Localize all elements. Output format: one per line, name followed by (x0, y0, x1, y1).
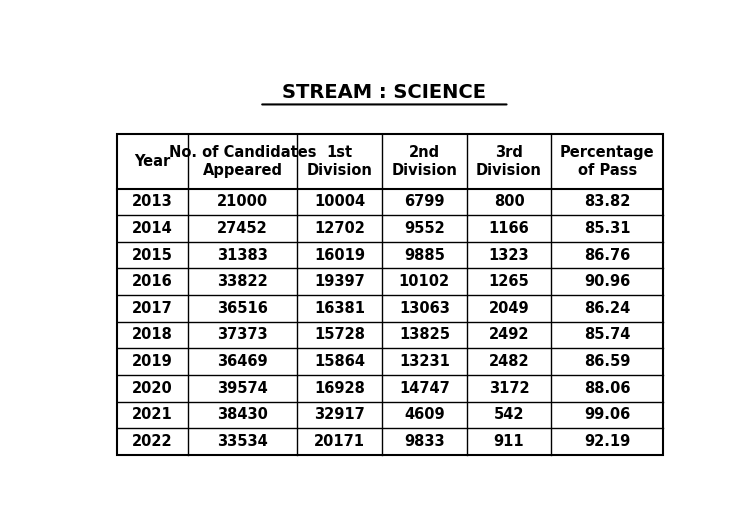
Text: 14747: 14747 (399, 381, 450, 396)
Text: No. of Candidates
Appeared: No. of Candidates Appeared (169, 145, 316, 178)
Text: 12702: 12702 (314, 221, 365, 236)
Text: 2016: 2016 (132, 274, 173, 289)
Text: Percentage
of Pass: Percentage of Pass (560, 145, 655, 178)
Text: 2022: 2022 (132, 434, 172, 449)
Text: 9833: 9833 (404, 434, 445, 449)
Text: 88.06: 88.06 (584, 381, 631, 396)
Text: 10004: 10004 (314, 194, 365, 210)
Text: 2013: 2013 (132, 194, 173, 210)
Text: 9552: 9552 (404, 221, 445, 236)
Text: 36469: 36469 (217, 354, 268, 369)
Text: 16019: 16019 (314, 248, 365, 263)
Text: 83.82: 83.82 (584, 194, 631, 210)
Text: STREAM : SCIENCE: STREAM : SCIENCE (282, 83, 486, 102)
Text: 1st
Division: 1st Division (307, 145, 373, 178)
Text: 2017: 2017 (132, 301, 173, 316)
Text: Year: Year (134, 154, 171, 169)
Text: 2482: 2482 (489, 354, 530, 369)
Text: 37373: 37373 (217, 328, 268, 343)
Text: 31383: 31383 (217, 248, 268, 263)
Text: 1265: 1265 (489, 274, 530, 289)
Text: 16381: 16381 (314, 301, 365, 316)
Text: 15728: 15728 (314, 328, 365, 343)
Text: 90.96: 90.96 (584, 274, 631, 289)
Text: 911: 911 (494, 434, 524, 449)
Text: 38430: 38430 (217, 407, 268, 422)
Text: 2014: 2014 (132, 221, 173, 236)
Text: 800: 800 (494, 194, 524, 210)
Text: 21000: 21000 (217, 194, 268, 210)
Text: 542: 542 (494, 407, 524, 422)
Text: 13825: 13825 (399, 328, 450, 343)
Text: 6799: 6799 (404, 194, 445, 210)
Text: 27452: 27452 (217, 221, 268, 236)
Text: 33534: 33534 (217, 434, 268, 449)
Text: 13231: 13231 (399, 354, 450, 369)
Text: 86.59: 86.59 (584, 354, 631, 369)
Text: 4609: 4609 (404, 407, 445, 422)
Text: 2492: 2492 (489, 328, 530, 343)
Text: 10102: 10102 (399, 274, 450, 289)
Text: 2015: 2015 (132, 248, 173, 263)
Text: 99.06: 99.06 (584, 407, 631, 422)
Text: 16928: 16928 (314, 381, 365, 396)
Text: 92.19: 92.19 (584, 434, 631, 449)
Text: 85.31: 85.31 (584, 221, 631, 236)
Text: 3172: 3172 (489, 381, 530, 396)
Text: 2020: 2020 (132, 381, 173, 396)
Text: 1166: 1166 (489, 221, 530, 236)
Text: 36516: 36516 (217, 301, 268, 316)
Text: 2021: 2021 (132, 407, 173, 422)
Text: 2018: 2018 (132, 328, 173, 343)
Text: 15864: 15864 (314, 354, 365, 369)
Text: 85.74: 85.74 (584, 328, 631, 343)
Text: 86.24: 86.24 (584, 301, 631, 316)
Text: 9885: 9885 (404, 248, 445, 263)
Text: 13063: 13063 (399, 301, 450, 316)
Text: 2049: 2049 (489, 301, 530, 316)
Text: 19397: 19397 (314, 274, 365, 289)
Text: 33822: 33822 (217, 274, 268, 289)
Text: 1323: 1323 (489, 248, 530, 263)
Text: 2nd
Division: 2nd Division (392, 145, 458, 178)
Text: 2019: 2019 (132, 354, 173, 369)
Text: 3rd
Division: 3rd Division (476, 145, 542, 178)
Text: 32917: 32917 (314, 407, 365, 422)
Text: 86.76: 86.76 (584, 248, 631, 263)
Text: 20171: 20171 (314, 434, 365, 449)
Text: 39574: 39574 (217, 381, 268, 396)
